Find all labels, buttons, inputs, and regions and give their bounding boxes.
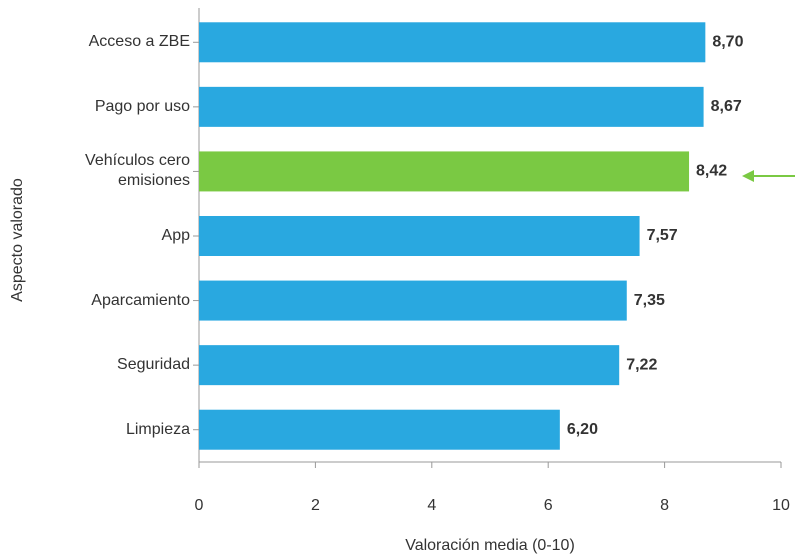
value-label: 7,35 (634, 292, 665, 309)
x-tick-label: 4 (427, 497, 436, 514)
value-label: 8,67 (711, 98, 742, 115)
value-label: 8,70 (712, 34, 743, 51)
value-label: 6,20 (567, 421, 598, 438)
bar (199, 151, 690, 192)
bar (199, 345, 620, 386)
bar (199, 22, 706, 63)
x-tick-label: 2 (311, 497, 320, 514)
x-tick-label: 0 (195, 497, 204, 514)
x-tick-label: 10 (772, 497, 790, 514)
arrow-head (742, 170, 754, 182)
y-tick-label: Pago por uso (94, 97, 190, 115)
bar (199, 216, 640, 256)
y-tick-label: Limpieza (125, 420, 190, 438)
x-axis-title: Valoración media (0-10) (405, 537, 575, 554)
bar (199, 280, 627, 321)
y-tick-label: Acceso a ZBE (88, 33, 190, 51)
y-tick-label: App (161, 227, 190, 244)
value-label: 7,57 (647, 227, 678, 244)
y-tick-label: Aparcamiento (91, 291, 190, 309)
x-tick-label: 8 (660, 497, 669, 514)
y-tick-label: Seguridad (117, 356, 190, 374)
value-label: 7,22 (626, 356, 657, 373)
bar (199, 86, 704, 127)
x-tick-label: 6 (544, 497, 553, 514)
y-axis-title: Aspecto valorado (9, 178, 26, 302)
value-label: 8,42 (696, 163, 727, 180)
bar (199, 409, 560, 450)
y-tick-label: Vehículos cero emisiones (85, 152, 190, 190)
